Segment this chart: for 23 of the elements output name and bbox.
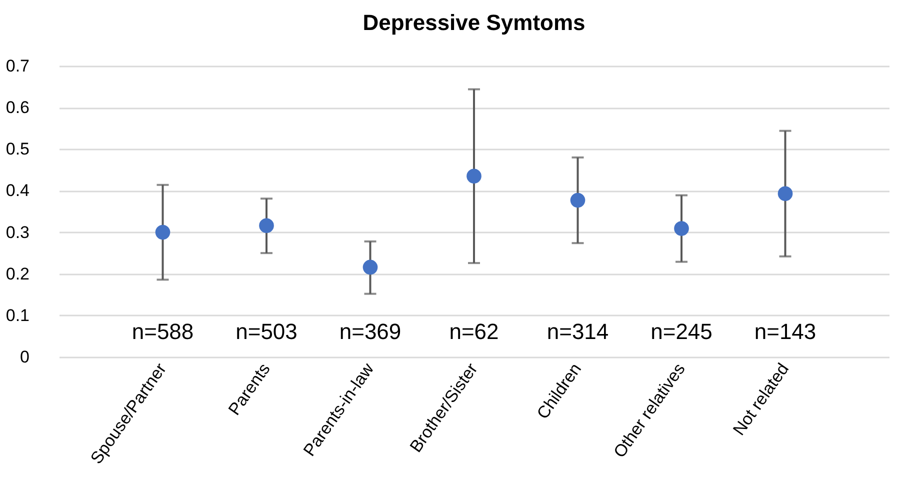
point: [674, 221, 689, 236]
point: [570, 192, 586, 208]
annotation: n=245: [650, 319, 712, 344]
y-tick-label: 0.1: [6, 306, 30, 325]
point: [362, 260, 378, 275]
y-tick-label: 0.6: [6, 98, 30, 118]
point: [466, 168, 482, 184]
point: [778, 186, 793, 202]
annotation: n=588: [132, 319, 194, 344]
y-tick-label: 0.2: [6, 264, 30, 284]
point: [155, 224, 170, 240]
chart-title: Depressive Symtoms: [362, 10, 586, 35]
y-tick-label: 0: [20, 348, 30, 366]
y-tick-label: 0.4: [6, 181, 30, 200]
point: [259, 218, 274, 234]
y-tick-label: 0.5: [6, 140, 30, 159]
y-tick-label: 0.7: [6, 56, 30, 76]
annotation: n=503: [236, 319, 298, 344]
annotation: n=143: [754, 319, 816, 344]
annotation: n=314: [546, 319, 609, 344]
y-tick-label: 0.3: [6, 222, 30, 242]
annotation: n=369: [339, 319, 402, 344]
annotation: n=62: [449, 319, 499, 344]
